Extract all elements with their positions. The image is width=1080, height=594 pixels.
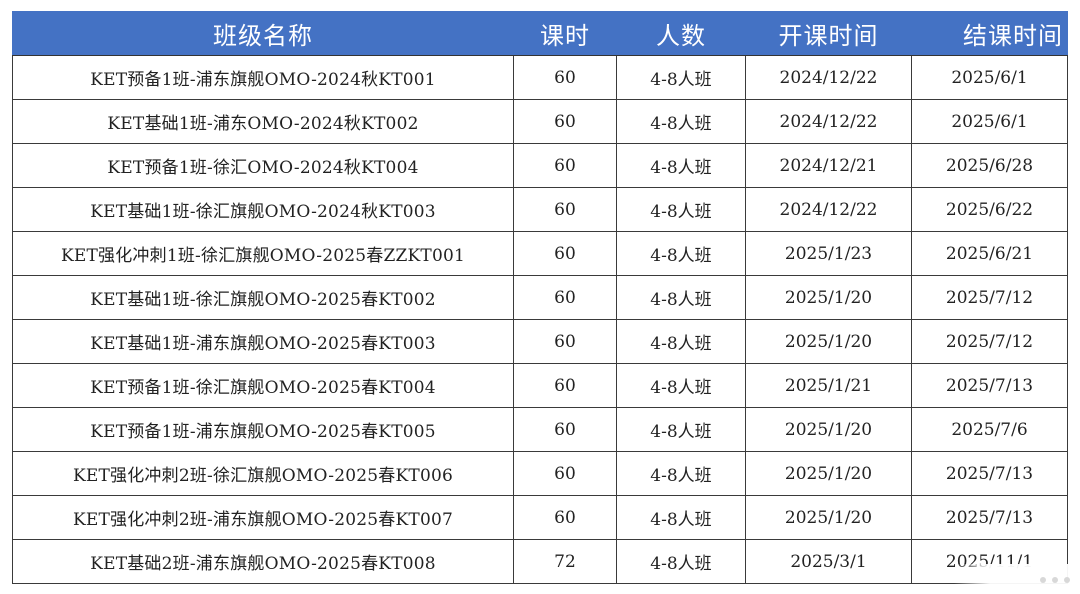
cell-hours: 60 (513, 99, 617, 144)
cell-class-name: KET基础1班-浦东旗舰OMO-2025春KT003 (12, 319, 514, 364)
cell-end-date: 2025/7/13 (911, 495, 1068, 540)
cell-class-size: 4-8人班 (616, 495, 746, 540)
cell-hours: 60 (513, 319, 617, 364)
table-row: KET强化冲刺2班-徐汇旗舰OMO-2025春KT006 60 4-8人班 2025/… (12, 451, 1068, 496)
cell-hours: 60 (513, 363, 617, 408)
cell-start-date: 2025/1/23 (745, 231, 912, 276)
cell-class-size: 4-8人班 (616, 143, 746, 188)
table-row: KET基础1班-浦东旗舰OMO-2025春KT003 60 4-8人班 2025/1/… (12, 319, 1068, 364)
cell-class-size: 4-8人班 (616, 231, 746, 276)
header-class-size: 人数 (616, 11, 746, 56)
cell-class-size: 4-8人班 (616, 187, 746, 232)
cell-class-name: KET强化冲刺2班-浦东旗舰OMO-2025春KT007 (12, 495, 514, 540)
class-schedule-table: 班级名称 课时 人数 开课时间 结课时间 KET预备1班-浦东旗舰OMO-202… (12, 11, 1068, 584)
watermark-dot (1064, 577, 1070, 583)
table-header: 班级名称 课时 人数 开课时间 结课时间 (12, 11, 1068, 56)
table-row: KET预备1班-徐汇旗舰OMO-2025春KT004 60 4-8人班 2025/1/… (12, 363, 1068, 408)
cell-hours: 60 (513, 275, 617, 320)
header-hours: 课时 (513, 11, 617, 56)
cell-class-name: KET强化冲刺1班-徐汇旗舰OMO-2025春ZZKT001 (12, 231, 514, 276)
cell-hours: 60 (513, 55, 617, 100)
cell-class-name: KET预备1班-浦东旗舰OMO-2024秋KT001 (12, 55, 514, 100)
header-end-date: 结课时间 (911, 11, 1068, 56)
table-body: KET预备1班-浦东旗舰OMO-2024秋KT001 60 4-8人班 2024/12… (12, 55, 1068, 584)
table-row: KET基础1班-徐汇旗舰OMO-2025春KT002 60 4-8人班 2025/1/… (12, 275, 1068, 320)
cell-start-date: 2024/12/22 (745, 55, 912, 100)
cell-class-size: 4-8人班 (616, 451, 746, 496)
cell-hours: 60 (513, 407, 617, 452)
watermark-dots (1040, 577, 1070, 583)
cell-end-date: 2025/6/1 (911, 99, 1068, 144)
cell-class-name: KET基础1班-徐汇旗舰OMO-2025春KT002 (12, 275, 514, 320)
cell-end-date: 2025/7/6 (911, 407, 1068, 452)
cell-class-size: 4-8人班 (616, 99, 746, 144)
header-class-name: 班级名称 (12, 11, 514, 56)
cell-class-size: 4-8人班 (616, 407, 746, 452)
header-start-date: 开课时间 (745, 11, 912, 56)
table-row: KET基础1班-徐汇旗舰OMO-2024秋KT003 60 4-8人班 2024/12… (12, 187, 1068, 232)
cell-class-name: KET预备1班-浦东旗舰OMO-2025春KT005 (12, 407, 514, 452)
cell-end-date: 2025/6/21 (911, 231, 1068, 276)
cell-start-date: 2024/12/21 (745, 143, 912, 188)
cell-end-date: 2025/7/13 (911, 363, 1068, 408)
watermark-dot (1052, 577, 1058, 583)
cell-end-date: 2025/6/22 (911, 187, 1068, 232)
cell-start-date: 2024/12/22 (745, 187, 912, 232)
cell-class-size: 4-8人班 (616, 275, 746, 320)
cell-hours: 60 (513, 495, 617, 540)
cell-hours: 60 (513, 451, 617, 496)
table-row: KET预备1班-徐汇OMO-2024秋KT004 60 4-8人班 2024/12/2… (12, 143, 1068, 188)
cell-class-name: KET基础1班-浦东OMO-2024秋KT002 (12, 99, 514, 144)
table-row: KET基础2班-浦东旗舰OMO-2025春KT008 72 4-8人班 2025/3/… (12, 539, 1068, 584)
table-row: KET强化冲刺1班-徐汇旗舰OMO-2025春ZZKT001 60 4-8人班 202… (12, 231, 1068, 276)
table-row: KET强化冲刺2班-浦东旗舰OMO-2025春KT007 60 4-8人班 2025/… (12, 495, 1068, 540)
watermark-dot (1040, 577, 1046, 583)
cell-end-date: 2025/6/28 (911, 143, 1068, 188)
cell-end-date: 2025/7/12 (911, 275, 1068, 320)
cell-start-date: 2025/3/1 (745, 539, 912, 584)
table-row: KET预备1班-浦东旗舰OMO-2025春KT005 60 4-8人班 2025/1/… (12, 407, 1068, 452)
cell-start-date: 2025/1/20 (745, 319, 912, 364)
table-row: KET预备1班-浦东旗舰OMO-2024秋KT001 60 4-8人班 2024/12… (12, 55, 1068, 100)
cell-start-date: 2025/1/20 (745, 275, 912, 320)
cell-end-date: 2025/7/13 (911, 451, 1068, 496)
cell-hours: 60 (513, 143, 617, 188)
table-row: KET基础1班-浦东OMO-2024秋KT002 60 4-8人班 2024/12/2… (12, 99, 1068, 144)
cell-class-name: KET强化冲刺2班-徐汇旗舰OMO-2025春KT006 (12, 451, 514, 496)
cell-start-date: 2025/1/20 (745, 407, 912, 452)
cell-start-date: 2025/1/20 (745, 451, 912, 496)
cell-class-name: KET基础1班-徐汇旗舰OMO-2024秋KT003 (12, 187, 514, 232)
cell-class-size: 4-8人班 (616, 55, 746, 100)
header-row: 班级名称 课时 人数 开课时间 结课时间 (12, 11, 1068, 56)
cell-hours: 60 (513, 231, 617, 276)
cell-start-date: 2024/12/22 (745, 99, 912, 144)
cell-class-size: 4-8人班 (616, 363, 746, 408)
cell-class-name: KET预备1班-徐汇旗舰OMO-2025春KT004 (12, 363, 514, 408)
class-schedule-table-wrapper: 班级名称 课时 人数 开课时间 结课时间 KET预备1班-浦东旗舰OMO-202… (12, 11, 1068, 584)
cell-class-size: 4-8人班 (616, 319, 746, 364)
cell-hours: 72 (513, 539, 617, 584)
cell-class-name: KET预备1班-徐汇OMO-2024秋KT004 (12, 143, 514, 188)
cell-start-date: 2025/1/21 (745, 363, 912, 408)
cell-start-date: 2025/1/20 (745, 495, 912, 540)
cell-class-size: 4-8人班 (616, 539, 746, 584)
cell-end-date: 2025/7/12 (911, 319, 1068, 364)
cell-end-date: 2025/6/1 (911, 55, 1068, 100)
cell-hours: 60 (513, 187, 617, 232)
cell-class-name: KET基础2班-浦东旗舰OMO-2025春KT008 (12, 539, 514, 584)
